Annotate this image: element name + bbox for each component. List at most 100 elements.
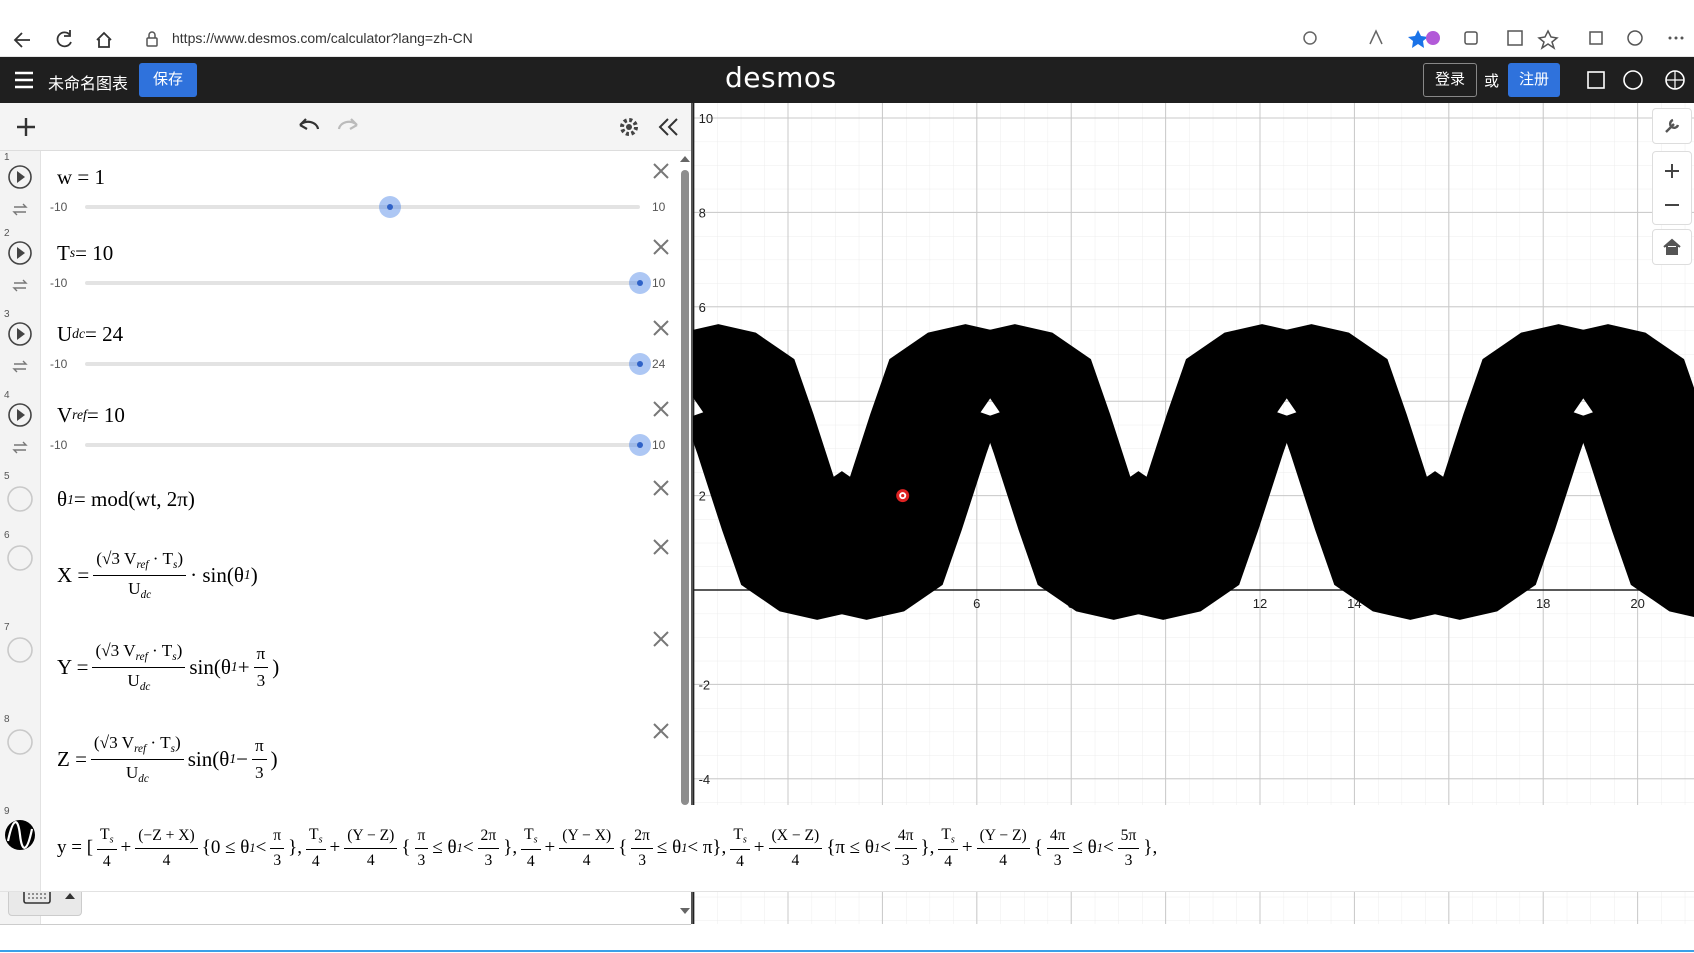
fraction: 4π 3 (1046, 826, 1069, 870)
zoom-buttons[interactable] (1652, 151, 1692, 225)
scroll-down[interactable] (679, 906, 691, 916)
home-button[interactable] (1652, 229, 1692, 265)
row-icon[interactable] (0, 529, 40, 621)
math-text: X = (57, 562, 90, 587)
y-tick-label: -4 (699, 772, 711, 787)
menu-icon[interactable] (14, 71, 34, 89)
delete-cross (653, 320, 669, 336)
row-index: 8 (4, 714, 10, 725)
delete-icon[interactable] (651, 721, 671, 741)
denominator: Udc (125, 576, 154, 603)
math-text: 3 (255, 762, 264, 782)
slider-thumb[interactable] (629, 434, 651, 456)
math-text: ) (175, 732, 181, 752)
signup-button[interactable]: 注册 (1508, 63, 1560, 97)
expression-toolbar (0, 103, 691, 151)
header-icons[interactable] (1580, 67, 1694, 95)
delete-cross (653, 539, 669, 555)
x-tick-label: 18 (1536, 596, 1550, 611)
fraction: 5π 3 (1117, 826, 1140, 870)
math-text: 3 (256, 670, 266, 690)
delete-cross (653, 401, 669, 417)
hidden-toggle (7, 545, 33, 571)
row-icon[interactable] (0, 470, 40, 529)
math-subscript: 1 (456, 840, 463, 855)
expression-row-empty[interactable] (0, 891, 691, 925)
numerator: π (251, 735, 267, 760)
math-text: 4π (1049, 827, 1066, 845)
math-subscript: 1 (67, 491, 74, 507)
row-icon[interactable] (0, 389, 40, 470)
delete-icon[interactable] (651, 318, 671, 338)
y-tick-label: 8 (699, 205, 706, 220)
row-icon[interactable] (0, 227, 40, 308)
row-icon[interactable] (0, 713, 40, 805)
scrollbar[interactable] (681, 170, 689, 805)
denominator: Udc (123, 760, 152, 787)
math-text: 4 (999, 851, 1008, 869)
expression-row[interactable]: 1 w = 1 -10 10 (0, 151, 691, 228)
toolbar-icons[interactable] (0, 103, 691, 150)
x-tick-label: 20 (1630, 596, 1644, 611)
gutter: 7 (0, 621, 41, 713)
delete-icon[interactable] (651, 161, 671, 181)
slider-thumb[interactable] (379, 196, 402, 218)
row-icon[interactable] (0, 308, 40, 389)
math-text: (√3 V (93, 732, 135, 752)
fraction: 2π 3 (477, 826, 500, 870)
expression-math: X = (√3 Vref · Ts) Udc · sin(θ 1) (57, 529, 258, 621)
delete-icon[interactable] (651, 237, 671, 257)
scroll-up[interactable] (679, 154, 691, 164)
nav-icons[interactable] (0, 0, 200, 56)
math-text: T (309, 825, 319, 843)
graph-title[interactable]: 未命名图表 (48, 76, 129, 93)
brand: desmos (725, 61, 837, 94)
row-icon[interactable] (0, 621, 40, 713)
math-text: }, (503, 837, 518, 858)
row-icon[interactable] (0, 151, 40, 227)
hidden-toggle (7, 729, 33, 755)
denominator: 4 (100, 850, 114, 871)
fraction: (−Z + X) 4 (135, 826, 198, 870)
delete-icon[interactable] (651, 399, 671, 419)
math-text: · T (147, 640, 173, 660)
math-text: U (125, 762, 139, 782)
fraction: (X − Z) 4 (768, 826, 823, 870)
browser-icons[interactable] (1290, 26, 1690, 54)
math-subscript: 1 (243, 567, 251, 582)
play-icon (8, 241, 32, 265)
math-text: ) (270, 746, 278, 771)
delete-icon[interactable] (651, 478, 671, 498)
delete-icon[interactable] (651, 629, 671, 649)
math-text: { (618, 837, 628, 858)
graph-settings-button[interactable] (1652, 108, 1692, 144)
math-text: 4 (582, 851, 591, 869)
row-icon[interactable] (0, 805, 40, 891)
login-button[interactable]: 登录 (1423, 63, 1477, 97)
numerator: (√3 Vref · Ts) (92, 640, 186, 668)
math-text: (Y − Z) (347, 827, 395, 845)
row-index: 9 (4, 806, 10, 817)
delete-icon[interactable] (651, 537, 671, 557)
math-text: − (236, 746, 248, 771)
slider-thumb[interactable] (629, 272, 651, 294)
save-button[interactable]: 保存 (139, 63, 197, 97)
slider-thumb[interactable] (629, 353, 651, 375)
url[interactable]: https://www.desmos.com/calculator?lang=z… (172, 30, 473, 46)
delete-cross (653, 631, 669, 647)
math-text: (√3 V (95, 640, 136, 660)
math-text: {0 ≤ θ (201, 837, 250, 858)
